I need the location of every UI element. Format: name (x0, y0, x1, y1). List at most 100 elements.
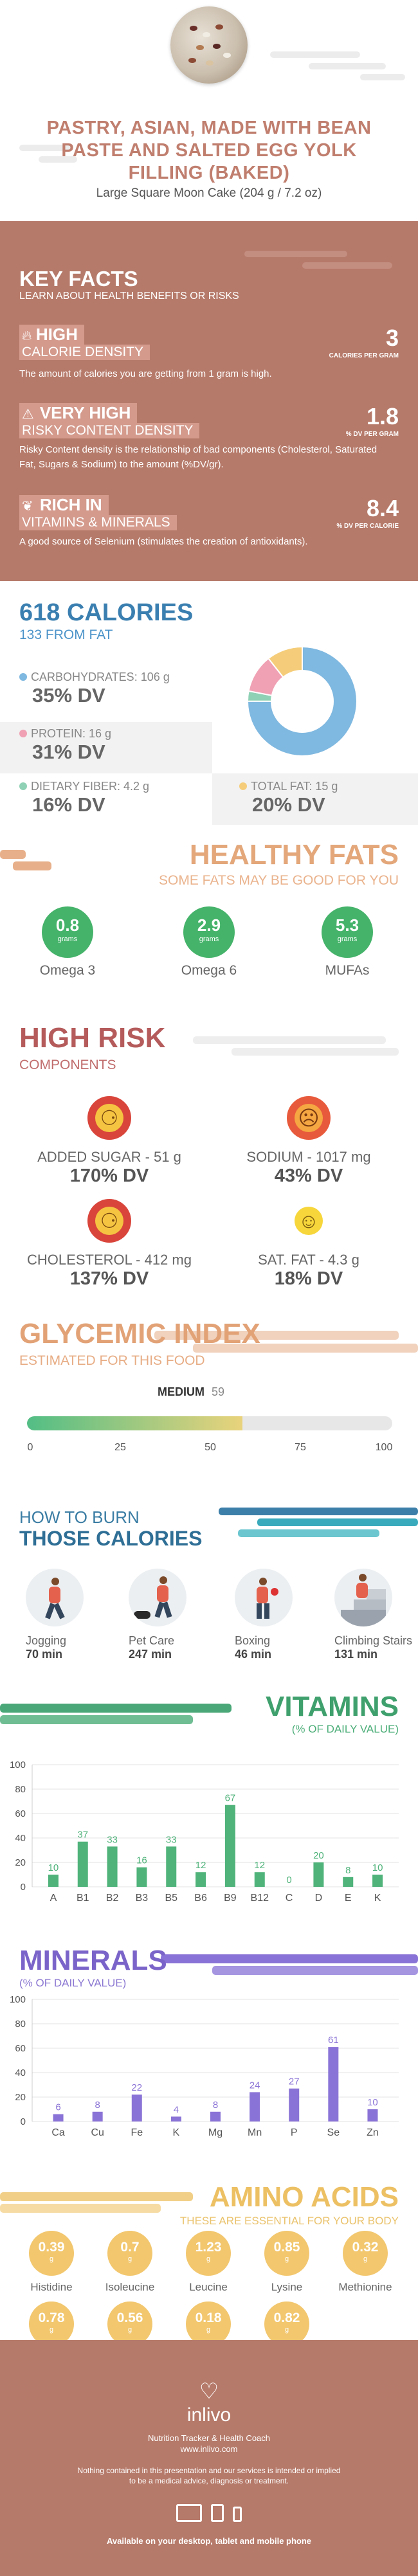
footer-url[interactable]: www.inlivo.com (180, 2444, 238, 2454)
minerals-subtitle: (% OF DAILY VALUE) (19, 1977, 127, 1989)
minerals-title: MINERALS (19, 1945, 167, 1976)
mineral-bar-zn (367, 2109, 378, 2121)
risk-label: CHOLESTEROL - 412 mg (27, 1252, 192, 1268)
amino-circle: 0.7 g (107, 2231, 152, 2276)
fat-dot (239, 782, 247, 790)
fat-value: 5.3 (335, 915, 359, 935)
amino-circle: 0.56 g (107, 2301, 152, 2346)
macro-dv: 16% DV (32, 793, 105, 816)
key-fact-value: 1.8 (366, 403, 399, 429)
key-fact-value: 8.4 (366, 495, 399, 521)
risk-dv: 43% DV (274, 1166, 343, 1186)
mineral-bar-cu (92, 2111, 103, 2121)
vitamin-category-label: B2 (106, 1893, 119, 1904)
vitamin-bar-k (372, 1875, 383, 1887)
food-image (170, 6, 248, 84)
glycemic-subtitle: ESTIMATED FOR THIS FOOD (19, 1353, 205, 1368)
mineral-category-label: Cu (91, 2127, 104, 2138)
footer-availability: Available on your desktop, tablet and mo… (106, 2536, 312, 2546)
vitamin-bar-b2 (107, 1846, 118, 1887)
vitamins-title: VITAMINS (266, 1691, 399, 1722)
macro-dv: 20% DV (252, 793, 325, 816)
amino-unit: g (49, 2255, 54, 2263)
glycemic-value: 59 (212, 1385, 225, 1398)
key-fact-label: RISKY CONTENT DENSITY (19, 423, 200, 438)
macro-label: CARBOHYDRATES: 106 g (31, 671, 170, 683)
confused-face-icon: ⚆ (87, 1096, 131, 1140)
leaf-icon: ❦ (22, 499, 33, 514)
mineral-value-label: 22 (131, 2082, 142, 2093)
amino-circle: 0.82 g (264, 2301, 309, 2346)
risk-added-sugar: ⚆ ADDED SUGAR - 51 g 170% DV (23, 1096, 196, 1187)
key-fact-label: CALORIE DENSITY (19, 345, 150, 360)
burn-title-2: THOSE CALORIES (19, 1527, 203, 1550)
mineral-category-label: Se (327, 2127, 340, 2138)
amino-histidine: 0.39 g Histidine (6, 2231, 96, 2294)
sad-face-icon: ☹ (287, 1096, 331, 1140)
heart-logo-icon: ♡ (199, 2379, 219, 2404)
burn-title-1: HOW TO BURN (19, 1508, 140, 1527)
vitamin-bar-b1 (77, 1841, 88, 1887)
vitamin-y-tick: 100 (10, 1760, 26, 1770)
vitamin-bar-b6 (195, 1872, 206, 1887)
glycemic-title: GLYCEMIC INDEX (19, 1318, 260, 1349)
high-risk-subtitle: COMPONENTS (19, 1058, 116, 1072)
vitamin-value-label: 0 (286, 1875, 291, 1886)
amino-isoleucine: 0.7 g Isoleucine (85, 2231, 175, 2294)
amino-title: AMINO ACIDS (209, 2181, 399, 2213)
macro-label: TOTAL FAT: 15 g (251, 780, 338, 793)
glycemic-tick: 25 (114, 1442, 126, 1453)
mineral-value-label: 8 (95, 2100, 100, 2111)
mineral-value-label: 27 (289, 2076, 300, 2087)
amino-value: 0.7 (120, 2240, 140, 2255)
calorie-donut-chart (246, 645, 358, 757)
mineral-bar-ca (53, 2114, 64, 2121)
mineral-y-tick: 60 (15, 2043, 26, 2054)
amino-name: Lysine (271, 2281, 303, 2293)
risk-sodium: ☹ SODIUM - 1017 mg 43% DV (222, 1096, 395, 1187)
vitamin-bar-b5 (166, 1846, 177, 1887)
mineral-category-label: K (173, 2127, 180, 2138)
macro-label: DIETARY FIBER: 4.2 g (31, 780, 150, 793)
macro-protein: PROTEIN: 16 g 31% DV (0, 722, 212, 773)
mineral-bar-mn (250, 2092, 260, 2121)
amino-value: 1.23 (195, 2240, 222, 2255)
amino-name: Methionine (338, 2281, 392, 2293)
flame-icon: 🔥︎ (22, 329, 32, 343)
mineral-category-label: P (291, 2127, 298, 2138)
boxing-icon (235, 1569, 293, 1626)
vitamin-value-label: 33 (166, 1834, 177, 1845)
vitamin-category-label: B3 (136, 1893, 149, 1904)
vitamin-value-label: 10 (48, 1862, 59, 1873)
mineral-y-tick: 40 (15, 2067, 26, 2078)
macro-dv: 35% DV (32, 684, 105, 707)
vitamin-bar-d (313, 1862, 324, 1887)
key-fact-vitamins-minerals: ❦ RICH IN VITAMINS & MINERALS A good sou… (19, 495, 379, 549)
key-facts-title: KEY FACTS (19, 267, 138, 291)
jogging-icon (26, 1569, 84, 1626)
vitamin-y-tick: 80 (15, 1784, 26, 1795)
footer (0, 2340, 418, 2576)
activity-minutes: 247 min (129, 1648, 172, 1661)
mineral-bar-se (328, 2047, 339, 2121)
vitamin-value-label: 20 (313, 1850, 324, 1861)
vitamin-category-label: E (345, 1893, 352, 1904)
risk-label: SODIUM - 1017 mg (246, 1149, 371, 1165)
vitamin-value-label: 8 (345, 1865, 350, 1876)
food-title: PASTRY, ASIAN, MADE WITH BEAN PASTE AND … (0, 117, 418, 185)
vitamin-y-tick: 40 (15, 1833, 26, 1844)
mineral-value-label: 10 (367, 2097, 378, 2108)
fat-name: MUFAs (325, 963, 370, 978)
confused-face-icon: ⚆ (87, 1199, 131, 1243)
amino-lysine: 0.85 g Lysine (242, 2231, 332, 2294)
mineral-y-tick: 80 (15, 2019, 26, 2030)
vitamin-bar-b9 (224, 1805, 235, 1887)
fat-circle: 2.9 grams (183, 906, 235, 958)
vitamin-category-label: B9 (224, 1893, 237, 1904)
activity-jogging: Jogging 70 min (26, 1569, 84, 1661)
food-title-line-1: PASTRY, ASIAN, MADE WITH BEAN (46, 118, 372, 138)
footer-brand: inlivo (186, 2404, 232, 2426)
glycemic-bar-fill (27, 1416, 243, 1430)
fat-value: 0.8 (55, 915, 80, 935)
vitamin-bar-b3 (136, 1867, 147, 1887)
